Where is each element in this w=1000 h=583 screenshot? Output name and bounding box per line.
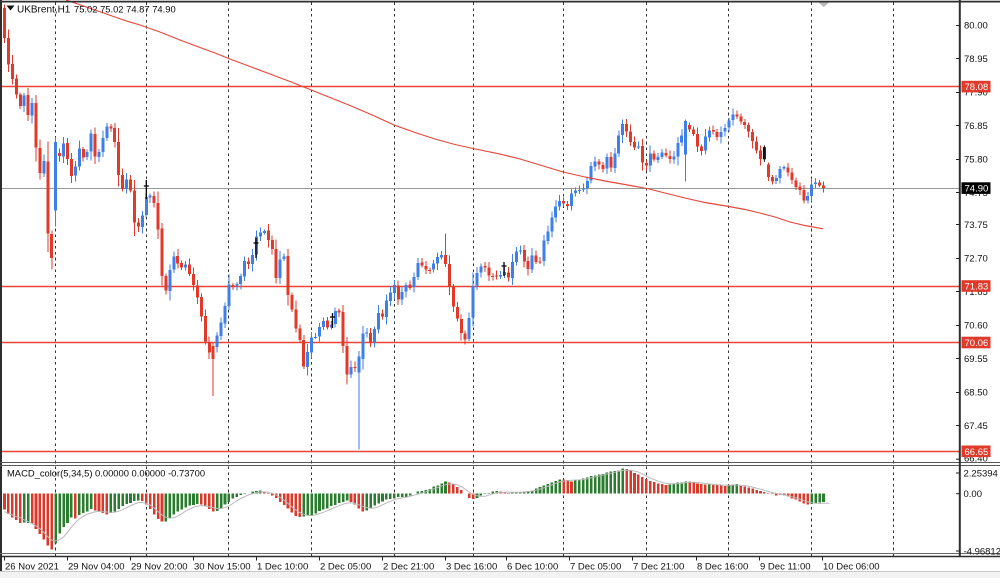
svg-text:2 Dec 05:00: 2 Dec 05:00 (320, 562, 371, 573)
svg-text:76.85: 76.85 (964, 121, 988, 132)
svg-text:6 Dec 10:00: 6 Dec 10:00 (507, 562, 558, 573)
svg-text:66.65: 66.65 (965, 447, 989, 458)
svg-text:69.55: 69.55 (964, 354, 988, 365)
svg-text:71.83: 71.83 (965, 282, 989, 293)
svg-text:70.60: 70.60 (964, 321, 988, 332)
svg-text:10 Dec 06:00: 10 Dec 06:00 (823, 562, 880, 573)
svg-text:67.45: 67.45 (964, 421, 988, 432)
svg-text:74.90: 74.90 (965, 184, 989, 195)
svg-text:73.75: 73.75 (964, 220, 988, 231)
svg-text:9 Dec 11:00: 9 Dec 11:00 (760, 562, 811, 573)
svg-text:29 Nov 20:00: 29 Nov 20:00 (131, 562, 188, 573)
svg-text:68.50: 68.50 (964, 388, 988, 399)
svg-text:29 Nov 04:00: 29 Nov 04:00 (68, 562, 125, 573)
svg-text:72.70: 72.70 (964, 254, 988, 265)
svg-text:80.00: 80.00 (964, 21, 988, 32)
svg-text:70.06: 70.06 (965, 338, 989, 349)
svg-text:78.08: 78.08 (965, 82, 989, 93)
svg-text:78.95: 78.95 (964, 54, 988, 65)
svg-text:2 Dec 21:00: 2 Dec 21:00 (383, 562, 434, 573)
svg-text:26 Nov 2021: 26 Nov 2021 (5, 562, 59, 573)
svg-text:UKBrent,H1: UKBrent,H1 (17, 5, 71, 16)
svg-text:3 Dec 16:00: 3 Dec 16:00 (446, 562, 497, 573)
svg-text:0.00: 0.00 (964, 489, 983, 500)
svg-text:7 Dec 21:00: 7 Dec 21:00 (633, 562, 684, 573)
svg-text:2.25394: 2.25394 (964, 468, 998, 479)
svg-text:1 Dec 10:00: 1 Dec 10:00 (257, 562, 308, 573)
svg-text:MACD_color(5,34,5) 0.00000 0.0: MACD_color(5,34,5) 0.00000 0.00000 -0.73… (7, 468, 205, 479)
svg-text:-4.96812: -4.96812 (964, 546, 1000, 557)
svg-text:8 Dec 16:00: 8 Dec 16:00 (697, 562, 748, 573)
svg-text:75.80: 75.80 (964, 155, 988, 166)
svg-text:30 Nov 15:00: 30 Nov 15:00 (194, 562, 251, 573)
svg-text:7 Dec 05:00: 7 Dec 05:00 (570, 562, 621, 573)
svg-text:75.02 75.02 74.87 74.90: 75.02 75.02 74.87 74.90 (74, 3, 176, 14)
